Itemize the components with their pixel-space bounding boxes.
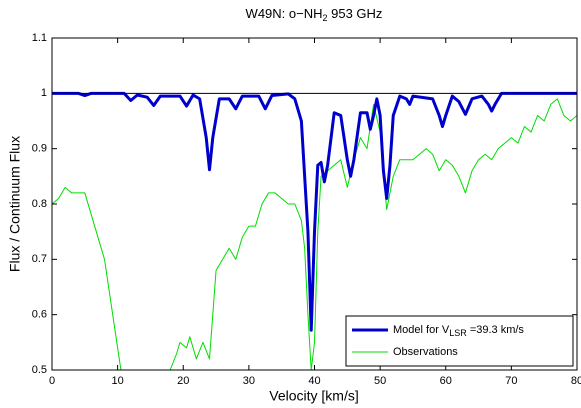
- y-axis-label: Flux / Continuum Flux: [7, 136, 23, 272]
- x-tick-label: 80: [571, 375, 581, 387]
- legend-label: Observations: [393, 346, 458, 358]
- x-tick-label: 60: [440, 375, 452, 387]
- y-tick-label: 1.1: [32, 32, 47, 44]
- legend-label-part: Model for V: [393, 324, 450, 336]
- series-line: [52, 91, 577, 332]
- y-tick-label: 0.7: [32, 253, 47, 265]
- series-line: [52, 98, 577, 370]
- legend-label: Model for VLSR =39.3 km/s: [393, 324, 524, 338]
- y-tick-label: 1: [41, 87, 47, 99]
- y-tick-label: 0.9: [32, 143, 47, 155]
- legend-label-part: LSR: [449, 328, 467, 338]
- plot-area: [52, 91, 577, 370]
- legend: [345, 315, 574, 367]
- chart-title: W49N: o−NH2 953 GHz: [246, 6, 383, 23]
- legend-label-part: =39.3 km/s: [467, 324, 525, 336]
- x-axis-label: Velocity [km/s]: [269, 388, 358, 404]
- x-tick-label: 30: [243, 375, 255, 387]
- x-tick-label: 0: [49, 375, 55, 387]
- x-tick-label: 10: [112, 375, 124, 387]
- x-tick-label: 40: [308, 375, 320, 387]
- plot-frame: [51, 37, 578, 371]
- y-tick-label: 0.8: [32, 198, 47, 210]
- x-tick-label: 70: [505, 375, 517, 387]
- x-tick-label: 20: [177, 375, 189, 387]
- y-tick-label: 0.6: [32, 309, 47, 321]
- y-tick-label: 0.5: [32, 364, 47, 376]
- x-tick-label: 50: [374, 375, 386, 387]
